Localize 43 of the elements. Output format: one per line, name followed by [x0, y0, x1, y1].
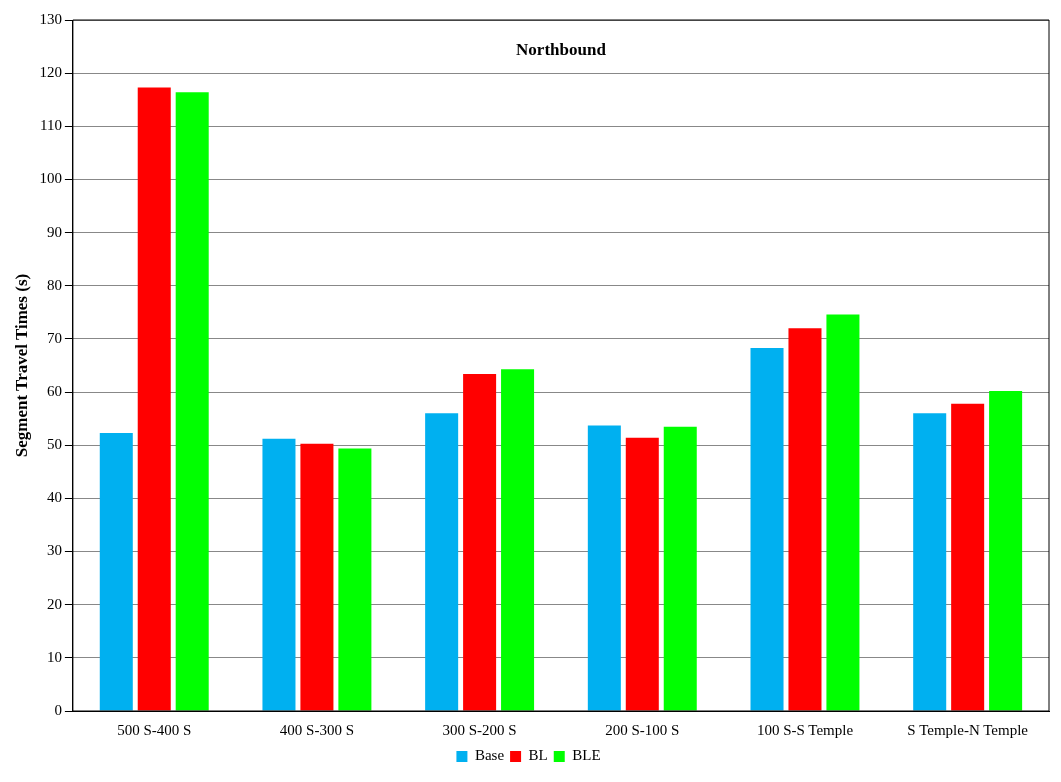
legend-label: Base [474, 747, 505, 764]
bar [501, 369, 535, 711]
y-tick-label: 80 [46, 276, 62, 293]
y-tick-label: 110 [39, 117, 62, 134]
y-tick-label: 30 [46, 542, 62, 559]
y-tick-label: 70 [46, 329, 62, 346]
y-tick-label: 60 [46, 383, 62, 400]
bar [663, 426, 697, 711]
bar [425, 413, 459, 711]
y-tick-label: 90 [46, 223, 62, 240]
x-tick-label: S Temple-N Temple [907, 721, 1029, 738]
bar [913, 413, 947, 711]
x-tick-label: 100 S-S Temple [756, 721, 854, 738]
bar [463, 374, 497, 711]
bar [99, 433, 133, 711]
y-tick-label: 100 [39, 170, 62, 187]
text: Northbound [516, 39, 607, 59]
y-tick-label: 40 [46, 489, 62, 506]
y-tick-label: 10 [46, 648, 62, 665]
bar [989, 391, 1023, 711]
y-tick-label: 0 [54, 701, 62, 718]
y-axis-title: Segment Travel Times (s) [11, 273, 31, 458]
bar [750, 347, 784, 711]
legend-label: BL [528, 747, 548, 764]
bar [137, 87, 171, 711]
y-tick-label: 20 [46, 595, 62, 612]
bar [300, 443, 334, 711]
y-tick-label: 130 [39, 10, 62, 27]
x-tick-label: 500 S-400 S [117, 721, 192, 738]
y-tick-label: 50 [46, 436, 62, 453]
x-tick-label: 400 S-300 S [279, 721, 355, 738]
bar [338, 448, 372, 711]
bar [951, 403, 985, 711]
bar [587, 425, 621, 711]
bar [175, 92, 209, 711]
y-tick-label: 120 [39, 64, 62, 81]
bar [788, 328, 822, 711]
bar [826, 314, 860, 711]
x-tick-label: 200 S-100 S [605, 721, 680, 738]
x-tick-label: 300 S-200 S [442, 721, 517, 738]
legend-label: BLE [572, 747, 601, 764]
bar [262, 438, 296, 711]
bar [625, 437, 659, 711]
